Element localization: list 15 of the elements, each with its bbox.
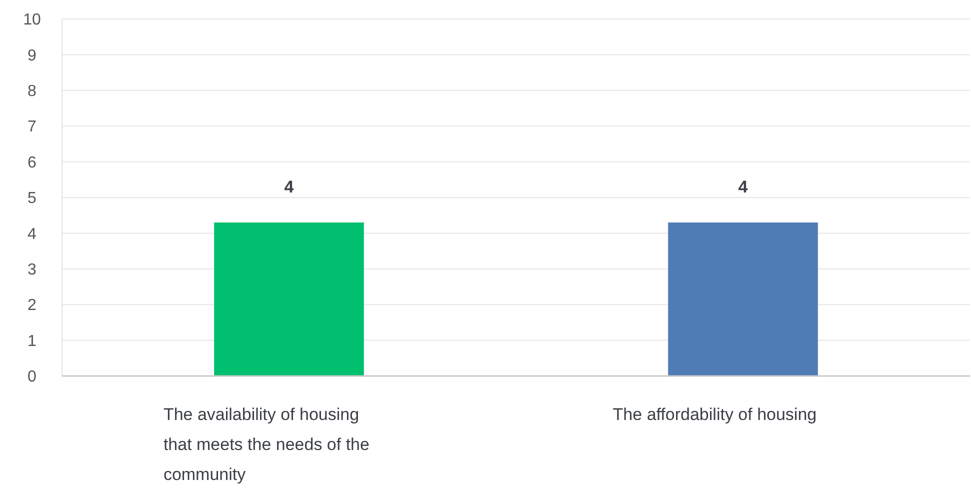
- y-tick-label: 8: [28, 83, 37, 100]
- y-tick-label: 6: [28, 154, 37, 172]
- y-tick-label: 5: [28, 190, 37, 208]
- y-tick-label: 4: [28, 226, 37, 243]
- x-tick-label: The affordability of housing: [612, 405, 817, 424]
- data-label: 4: [738, 177, 748, 196]
- y-tick-label: 3: [28, 262, 37, 278]
- y-tick-label: 9: [28, 47, 37, 64]
- data-label: 4: [284, 177, 294, 196]
- y-tick-label: 0: [28, 368, 37, 386]
- y-tick-label: 1: [28, 332, 37, 350]
- y-tick-label: 10: [23, 12, 41, 29]
- y-tick-label: 2: [28, 297, 37, 314]
- x-tick-label: The availability of housing that meets the needs of the community: [163, 405, 370, 484]
- y-tick-label: 7: [28, 118, 37, 136]
